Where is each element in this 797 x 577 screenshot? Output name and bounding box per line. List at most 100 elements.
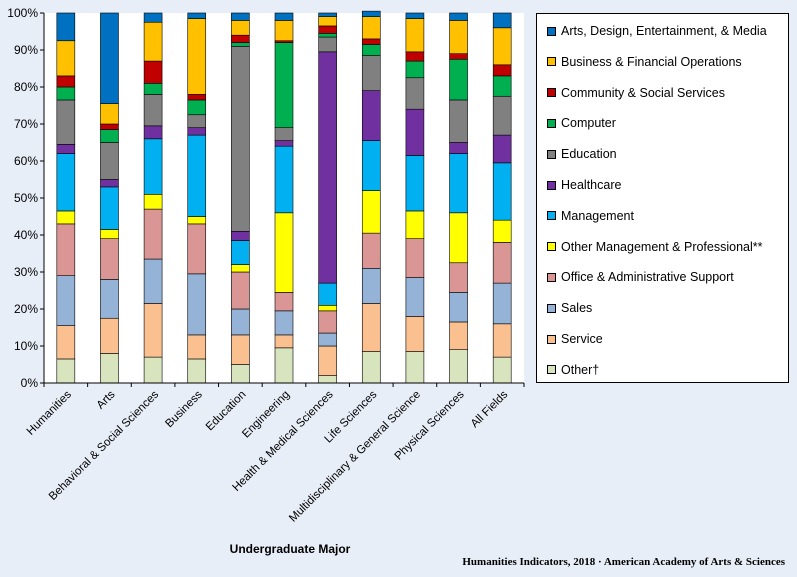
bar-segment-arts-11 xyxy=(100,12,119,104)
bar-segment-humanities-7 xyxy=(56,99,76,145)
bar-segment-education-7 xyxy=(231,45,250,232)
bar-segment-humanities-4 xyxy=(56,210,76,225)
legend-item-service: Service xyxy=(547,331,603,347)
y-tick-label: 60% xyxy=(14,154,38,168)
bar-segment-health-medical-sciences-11 xyxy=(318,12,337,17)
bar-segment-behavioral-social-sciences-6 xyxy=(143,125,163,140)
legend-item-management: Management xyxy=(547,208,634,224)
legend-swatch xyxy=(547,88,556,98)
bar-segment-humanities-5 xyxy=(56,153,76,212)
legend-swatch xyxy=(547,211,556,221)
bar-segment-health-medical-sciences-7 xyxy=(318,36,337,53)
bar-segment-all-fields-0 xyxy=(492,356,512,384)
bar-segment-business-5 xyxy=(187,134,207,217)
bar-segment-all-fields-6 xyxy=(492,134,512,164)
bar-segment-life-sciences-3 xyxy=(361,232,381,269)
y-tick-label: 50% xyxy=(14,191,38,205)
source-credit: Humanities Indicators, 2018 · American A… xyxy=(462,556,785,568)
bar-segment-physical-sciences-8 xyxy=(449,58,468,101)
legend-label: Business & Financial Operations xyxy=(561,54,742,69)
legend-item-community-social-services: Community & Social Services xyxy=(547,85,725,101)
legend-swatch xyxy=(547,180,556,190)
bar-segment-multidisciplinary-general-science-2 xyxy=(405,277,425,317)
bar-segment-arts-7 xyxy=(100,142,119,180)
legend-label: Computer xyxy=(561,116,616,131)
bar-segment-life-sciences-11 xyxy=(361,10,381,17)
bar-segment-behavioral-social-sciences-9 xyxy=(143,60,163,84)
bar-segment-physical-sciences-1 xyxy=(449,321,468,351)
bar-segment-engineering-0 xyxy=(274,347,294,384)
bar-segment-humanities-6 xyxy=(56,144,76,154)
bar-segment-arts-8 xyxy=(100,129,119,143)
bar-segment-multidisciplinary-general-science-4 xyxy=(405,210,425,239)
bar-segment-business-4 xyxy=(187,216,207,225)
bar-segment-humanities-2 xyxy=(56,275,76,326)
bar-segment-business-8 xyxy=(187,99,207,116)
bar-segment-multidisciplinary-general-science-5 xyxy=(405,155,425,212)
bar-segment-education-8 xyxy=(231,42,250,47)
bar-segment-education-3 xyxy=(231,271,250,310)
bar-segment-education-9 xyxy=(231,34,250,43)
legend-swatch xyxy=(547,365,556,375)
bar-segment-engineering-2 xyxy=(274,310,294,336)
bar-segment-physical-sciences-4 xyxy=(449,212,468,264)
bar-segment-humanities-3 xyxy=(56,223,76,276)
bar-segment-arts-4 xyxy=(100,229,119,239)
bar-segment-engineering-4 xyxy=(274,212,294,293)
legend: Arts, Design, Entertainment, & Media Busi… xyxy=(536,13,789,383)
legend-item-arts-design-entertainment-media: Arts, Design, Entertainment, & Media xyxy=(547,23,767,39)
bar-segment-behavioral-social-sciences-4 xyxy=(143,194,163,210)
y-tick-label: 0% xyxy=(21,376,39,390)
legend-swatch xyxy=(547,149,556,159)
y-tick-label: 10% xyxy=(14,339,38,353)
bar-segment-education-0 xyxy=(231,364,250,384)
bar-segment-behavioral-social-sciences-0 xyxy=(143,356,163,384)
bar-segment-life-sciences-5 xyxy=(361,140,381,191)
bar-segment-all-fields-3 xyxy=(492,242,512,284)
legend-swatch xyxy=(547,272,556,282)
bar-segment-behavioral-social-sciences-10 xyxy=(143,21,163,62)
y-tick-label: 90% xyxy=(14,43,38,57)
bar-segment-business-1 xyxy=(187,334,207,360)
bar-segment-health-medical-sciences-4 xyxy=(318,304,337,312)
bar-segment-business-0 xyxy=(187,358,207,384)
bar-segment-all-fields-2 xyxy=(492,282,512,325)
legend-label: Healthcare xyxy=(561,178,622,192)
legend-swatch xyxy=(547,118,556,128)
bar-segment-arts-5 xyxy=(100,186,119,230)
bar-segment-behavioral-social-sciences-3 xyxy=(143,208,163,260)
legend-item-education: Education xyxy=(547,146,617,162)
legend-swatch xyxy=(547,57,556,67)
bar-segment-humanities-11 xyxy=(56,12,76,42)
bar-segment-education-6 xyxy=(231,231,250,241)
bar-segment-engineering-7 xyxy=(274,127,294,141)
bar-segment-multidisciplinary-general-science-0 xyxy=(405,351,425,384)
bar-segment-health-medical-sciences-0 xyxy=(318,375,337,384)
x-category-label-humanities: Humanities xyxy=(25,388,74,437)
bar-segment-business-11 xyxy=(187,12,207,19)
bar-segment-physical-sciences-3 xyxy=(449,262,468,293)
legend-item-computer: Computer xyxy=(547,115,616,131)
bar-segment-all-fields-1 xyxy=(492,323,512,358)
bar-segment-health-medical-sciences-1 xyxy=(318,345,337,376)
legend-label: Other† xyxy=(561,362,600,377)
bar-segment-all-fields-8 xyxy=(492,75,512,97)
bar-segment-multidisciplinary-general-science-10 xyxy=(405,18,425,53)
bar-segment-life-sciences-4 xyxy=(361,190,381,234)
bar-segment-education-4 xyxy=(231,264,250,273)
bar-segment-life-sciences-1 xyxy=(361,303,381,352)
bar-segment-health-medical-sciences-10 xyxy=(318,16,337,27)
legend-label: Office & Administrative Support xyxy=(561,270,734,285)
legend-item-office-administrative-support: Office & Administrative Support xyxy=(547,269,734,285)
bar-segment-behavioral-social-sciences-2 xyxy=(143,258,163,304)
bar-segment-business-7 xyxy=(187,114,207,128)
bar-segment-all-fields-4 xyxy=(492,219,512,243)
legend-swatch xyxy=(547,242,556,252)
bar-segment-multidisciplinary-general-science-8 xyxy=(405,60,425,79)
bar-segment-humanities-1 xyxy=(56,325,76,360)
legend-item-business-financial-operations: Business & Financial Operations xyxy=(547,54,742,70)
bar-segment-arts-10 xyxy=(100,103,119,125)
legend-swatch xyxy=(547,26,556,36)
bar-segment-physical-sciences-9 xyxy=(449,53,468,60)
